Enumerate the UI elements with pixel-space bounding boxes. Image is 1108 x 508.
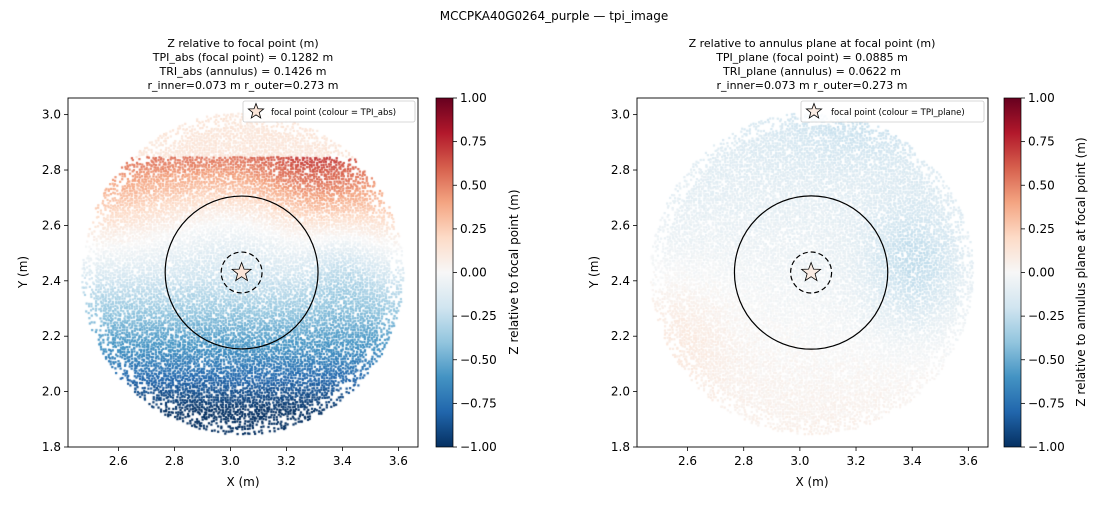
colorbar-tick-label: 0.75 (1028, 135, 1055, 149)
axes-frame (67, 97, 419, 448)
y-tick-label: 2.4 (611, 274, 630, 288)
y-axis-label: Y (m) (587, 256, 601, 289)
colorbar-tick-label: −0.25 (460, 309, 497, 323)
x-tick-label: 2.8 (165, 454, 184, 468)
y-tick-label: 2.2 (42, 329, 61, 343)
panel-z-relative-to-annulus-plane: Z relative to annulus plane at focal poi… (587, 37, 1088, 489)
colorbar-tick-label: 1.00 (460, 91, 487, 105)
colorbar-tick-label: 0.25 (460, 222, 487, 236)
colorbar-tick-label: 0.00 (1028, 266, 1055, 280)
colorbar-tick-label: 0.50 (1028, 178, 1055, 192)
colorbar-tick-label: −0.75 (1028, 396, 1065, 410)
panel-title-line-4: r_inner=0.073 m r_outer=0.273 m (717, 79, 908, 92)
colorbar-tick-label: −0.50 (1028, 353, 1065, 367)
x-tick-label: 2.8 (734, 454, 753, 468)
colorbar-tick-label: −0.50 (460, 353, 497, 367)
panel-title-line-3: TRI_plane (annulus) = 0.0622 m (722, 65, 901, 78)
x-axis-label: X (m) (226, 475, 259, 489)
y-tick-label: 2.0 (42, 385, 61, 399)
legend-box (800, 100, 985, 123)
colorbar-tick-label: −1.00 (460, 440, 497, 454)
x-tick-label: 3.4 (903, 454, 922, 468)
panel-title-line-1: Z relative to focal point (m) (167, 37, 318, 50)
x-tick-label: 3.6 (389, 454, 408, 468)
y-axis-ticks: 1.8 2.0 2.2 2.4 2.6 2.8 3.0 (611, 108, 637, 454)
legend: focal point (colour = TPI_plane) (800, 100, 985, 123)
legend-star-icon (805, 102, 823, 119)
colorbar-tick-label: −1.00 (1028, 440, 1065, 454)
colorbar-ticks: 1.00 0.75 0.50 0.25 0.00 −0.25 −0.50 −0.75 −1.00 (1021, 91, 1065, 454)
panel-title-line-1: Z relative to annulus plane at focal poi… (689, 37, 936, 50)
x-tick-label: 2.6 (109, 454, 128, 468)
y-tick-label: 2.6 (42, 218, 61, 232)
legend-box (242, 100, 416, 123)
panel-title-line-4: r_inner=0.073 m r_outer=0.273 m (148, 79, 339, 92)
panel-title-line-2: TPI_plane (focal point) = 0.0885 m (715, 51, 908, 64)
figure-suptitle: MCCPKA40G0264_purple — tpi_image (440, 9, 668, 23)
x-tick-label: 3.2 (846, 454, 865, 468)
colorbar (435, 97, 454, 448)
annulus-inner-circle (220, 251, 263, 294)
colorbar-ticks: 1.00 0.75 0.50 0.25 0.00 −0.25 −0.50 −0.75 −1.00 (453, 91, 497, 454)
x-tick-label: 3.6 (959, 454, 978, 468)
legend-entry-label: focal point (colour = TPI_plane) (831, 108, 965, 118)
panel-z-relative-to-focal-point: Z relative to focal point (m) TPI_abs (f… (16, 37, 521, 489)
colorbar-tick-label: 0.25 (1028, 222, 1055, 236)
y-tick-label: 1.8 (611, 440, 630, 454)
y-tick-label: 3.0 (611, 108, 630, 122)
y-tick-label: 2.2 (611, 329, 630, 343)
colorbar-tick-label: −0.25 (1028, 309, 1065, 323)
legend: focal point (colour = TPI_abs) (242, 100, 416, 123)
x-tick-label: 2.6 (678, 454, 697, 468)
y-axis-label: Y (m) (16, 256, 30, 289)
annulus-outer-circle (733, 195, 889, 350)
x-tick-label: 3.2 (277, 454, 296, 468)
y-tick-label: 1.8 (42, 440, 61, 454)
y-tick-label: 2.0 (611, 385, 630, 399)
colorbar-label: Z relative to focal point (m) (507, 189, 521, 354)
annulus-inner-circle (789, 251, 833, 294)
panel-title-line-3: TRI_abs (annulus) = 0.1426 m (159, 65, 327, 78)
annulus-outer-circle (164, 195, 319, 350)
y-tick-label: 2.6 (611, 218, 630, 232)
x-tick-label: 3.0 (790, 454, 809, 468)
colorbar-tick-label: 0.00 (460, 266, 487, 280)
axes-frame (636, 97, 989, 448)
y-tick-label: 2.8 (611, 163, 630, 177)
colorbar-label: Z relative to annulus plane at focal poi… (1074, 137, 1088, 406)
colorbar-tick-label: 1.00 (1028, 91, 1055, 105)
y-tick-label: 3.0 (42, 108, 61, 122)
focal-point-star-marker (800, 261, 822, 282)
panel-title-line-2: TPI_abs (focal point) = 0.1282 m (152, 51, 334, 64)
y-tick-label: 2.4 (42, 274, 61, 288)
x-axis-ticks: 2.6 2.8 3.0 3.2 3.4 3.6 (109, 447, 408, 468)
colorbar-tick-label: 0.50 (460, 178, 487, 192)
legend-star-icon (247, 102, 265, 119)
focal-point-star-marker (231, 261, 253, 282)
colorbar (1003, 97, 1022, 448)
y-tick-label: 2.8 (42, 163, 61, 177)
colorbar-tick-label: 0.75 (460, 135, 487, 149)
x-axis-label: X (m) (795, 475, 828, 489)
colorbar-tick-label: −0.75 (460, 396, 497, 410)
legend-entry-label: focal point (colour = TPI_abs) (271, 108, 396, 118)
x-tick-label: 3.4 (333, 454, 352, 468)
x-axis-ticks: 2.6 2.8 3.0 3.2 3.4 3.6 (678, 447, 978, 468)
y-axis-ticks: 1.8 2.0 2.2 2.4 2.6 2.8 3.0 (42, 108, 68, 454)
x-tick-label: 3.0 (221, 454, 240, 468)
